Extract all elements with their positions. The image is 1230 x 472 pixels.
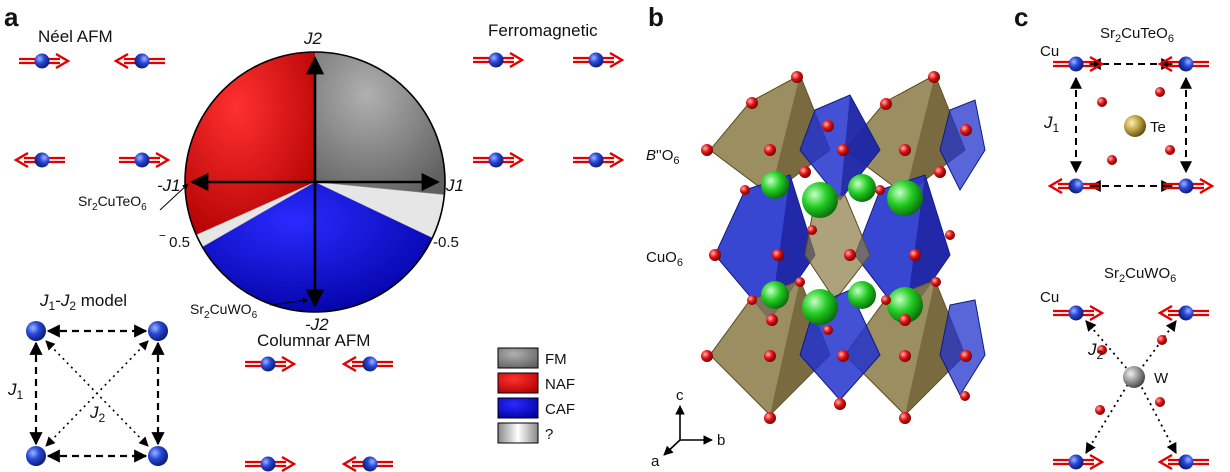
b-octahedra-label: B''O6 [646,147,680,167]
sr2cuteo6-pointer-label: Sr2CuTeO6 [78,193,147,213]
tick-half-right: -0.5 [433,234,459,251]
panel-label-a: a [4,2,19,32]
te-label: Te [1150,119,1166,136]
axis-b: b [717,432,725,449]
phase-diagram-circle [184,51,446,313]
model-j1-label: J1 [7,380,24,402]
cuo6-label: CuO6 [646,249,683,269]
naf-sector [184,51,315,235]
axis-a: a [651,453,660,470]
sr2cuteo6-title: Sr2CuTeO6 [1100,25,1174,45]
c-j1-label: J1 [1043,113,1060,135]
columnar-afm-title: Columnar AFM [257,331,370,350]
w-label: W [1154,370,1169,387]
neel-afm-title: Néel AFM [38,27,113,46]
sr2cuteo6-square [1050,55,1214,195]
caf-sector [202,182,433,312]
j1-j2-model-square [26,321,168,466]
panel-label-b: b [648,2,664,32]
axis-label-j1: J1 [445,176,464,195]
cu-label-bottom: Cu [1040,289,1059,306]
phase-legend [497,347,539,444]
crystal-structure [701,71,986,424]
sr2cuwo6-square [1051,304,1209,471]
model-j2-label: J2 [89,403,106,425]
crystal-axes [663,405,713,456]
c-j2-label: J2 [1087,340,1104,362]
axis-c: c [676,387,684,404]
axis-label-minus-j1: -J1 [157,176,181,195]
fm-sector [315,52,446,195]
legend-fm: FM [545,351,567,368]
ferromagnetic-title: Ferromagnetic [488,21,598,40]
ferromagnetic-spins [471,51,624,169]
sr2cuwo6-pointer-label: Sr2CuWO6 [190,301,258,321]
columnar-afm-spins [243,355,393,472]
tick-half-left: ‾ 0.5 [159,234,190,251]
axis-label-j2: J2 [303,29,323,48]
neel-afm-spins [16,52,170,169]
legend-caf: CAF [545,401,575,418]
panel-label-c: c [1014,2,1028,32]
j1-j2-model-title: J1-J2 model [39,291,127,313]
sr2cuwo6-title: Sr2CuWO6 [1104,265,1176,285]
cu-label-top: Cu [1040,43,1059,60]
legend-unknown: ? [545,426,553,443]
axis-label-minus-j2: -J2 [305,315,329,334]
legend-naf: NAF [545,376,575,393]
